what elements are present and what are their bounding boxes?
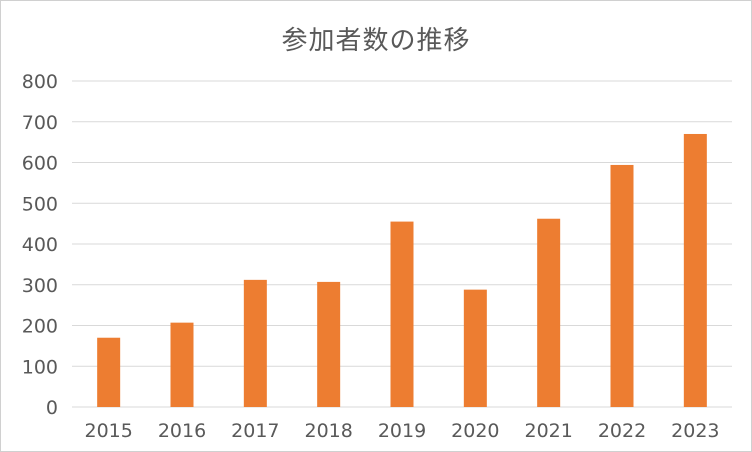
y-axis-tick-labels: 0 100 200 300 400 500 600 700 800 [22,71,58,419]
bar-2017 [243,279,267,407]
bars [97,133,707,407]
x-tick-label: 2021 [524,420,572,442]
bar-2019 [390,221,414,407]
x-tick-label: 2022 [598,420,646,442]
y-tick-label: 300 [22,275,58,297]
y-tick-label: 600 [22,153,58,175]
bar-2016 [170,322,194,407]
y-tick-label: 500 [22,193,58,215]
chart-title: 参加者数の推移 [281,26,471,56]
y-tick-label: 0 [46,397,58,419]
y-tick-label: 700 [22,112,58,134]
x-tick-label: 2015 [84,420,132,442]
x-tick-label: 2023 [671,420,719,442]
bar-2015 [97,337,121,407]
x-tick-label: 2018 [304,420,352,442]
x-tick-label: 2017 [231,420,279,442]
y-tick-label: 200 [22,316,58,338]
y-tick-label: 800 [22,71,58,93]
bar-2023 [683,133,707,407]
y-tick-label: 100 [22,356,58,378]
x-axis-tick-labels: 2015 2016 2017 2018 2019 2020 2021 2022 2023 [84,420,719,442]
x-tick-label: 2016 [158,420,206,442]
x-tick-label: 2020 [451,420,499,442]
bar-2018 [317,281,341,407]
bar-2020 [463,289,487,407]
bar-2022 [610,164,634,407]
x-tick-label: 2019 [378,420,426,442]
bar-2021 [537,218,561,407]
y-tick-label: 400 [22,234,58,256]
